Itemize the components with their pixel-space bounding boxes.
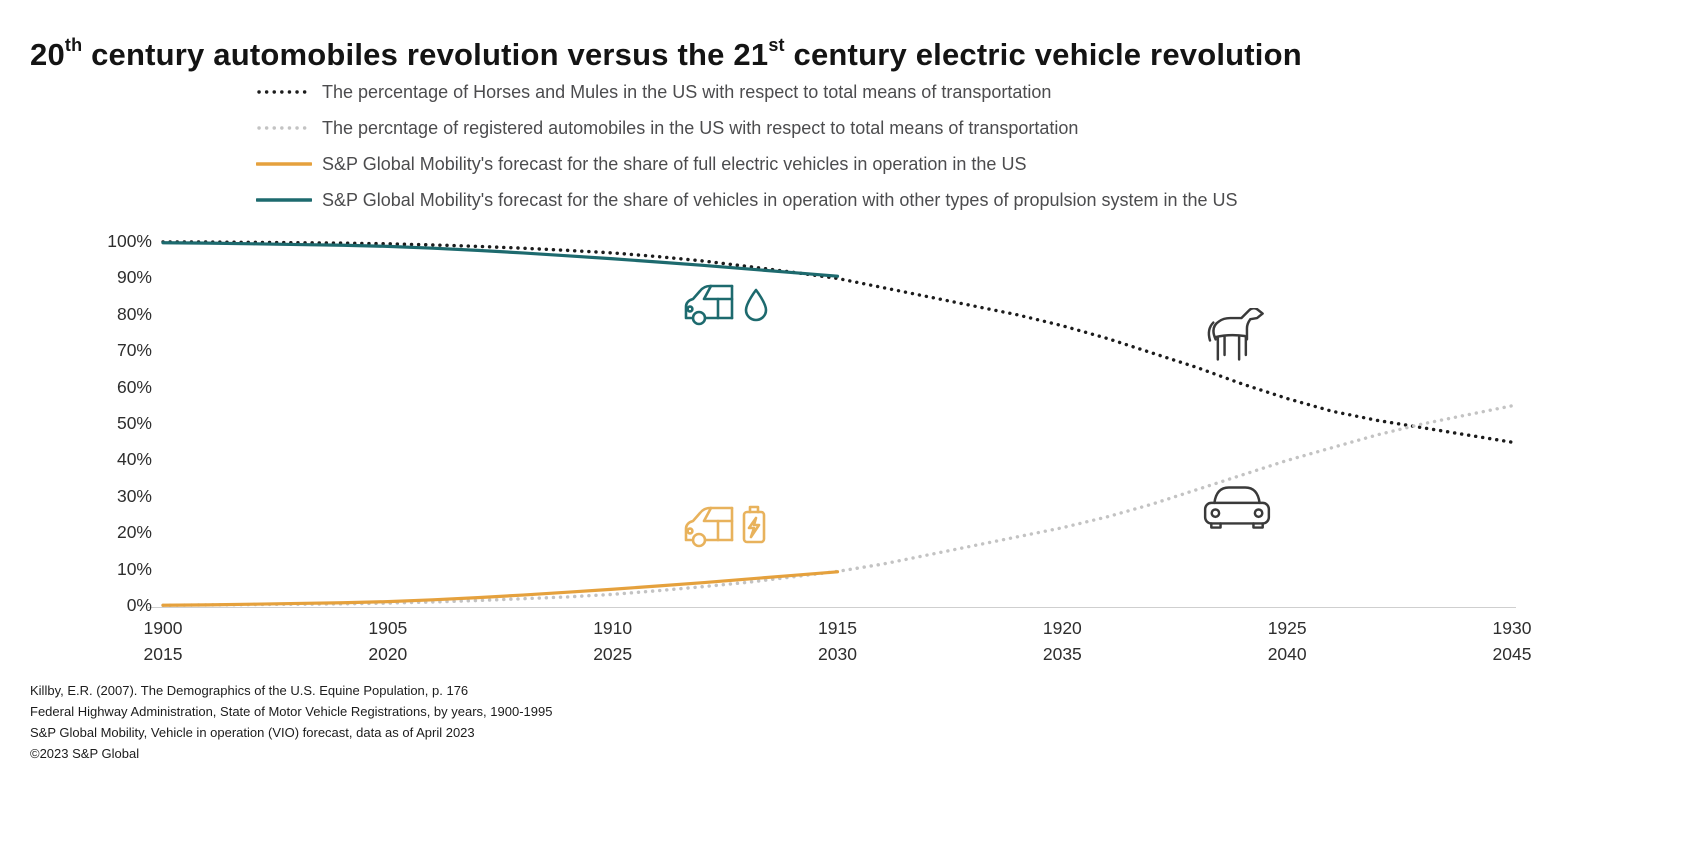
footnote: ©2023 S&P Global <box>30 746 140 761</box>
x-axis-year-label-top: 1925 <box>1267 618 1307 638</box>
solid-line-swatch-icon <box>256 162 312 166</box>
legend: The percentage of Horses and Mules in th… <box>256 74 1238 218</box>
x-axis-year-label-bottom: 2015 <box>143 644 183 664</box>
legend-label: S&P Global Mobility's forecast for the s… <box>322 153 1027 174</box>
x-axis-year-label-bottom: 2045 <box>1492 644 1532 664</box>
footnote: S&P Global Mobility, Vehicle in operatio… <box>30 725 475 740</box>
series-ev-forecast-share <box>161 570 840 607</box>
x-axis-year-label-bottom: 2025 <box>593 644 633 664</box>
y-axis-tick-label: 10% <box>116 558 152 579</box>
y-axis-tick-label: 20% <box>116 522 152 543</box>
x-axis-year-label-bottom: 2040 <box>1267 644 1307 664</box>
x-axis-year-label-top: 1915 <box>818 618 857 638</box>
y-axis: 0% 10% 20% 30% 40% 50% 60% 70% 80% 90% 100% <box>0 0 152 844</box>
fuel-car-icon <box>684 284 768 326</box>
footnote: Killby, E.R. (2007). The Demographics of… <box>30 683 469 698</box>
legend-item-automobiles: The percntage of registered automobiles … <box>256 110 1238 146</box>
x-axis-year-label-top: 1905 <box>368 618 408 638</box>
x-axis-year-label-bottom: 2020 <box>368 644 408 664</box>
y-axis-tick-label: 100% <box>107 231 152 251</box>
series-other-propulsion-forecast-share <box>161 241 840 278</box>
footnote: Federal Highway Administration, State of… <box>30 704 553 719</box>
x-axis-year-label-bottom: 2030 <box>818 644 857 664</box>
horse-icon <box>1207 308 1264 361</box>
page-title: 20th century automobiles revolution vers… <box>30 35 1302 73</box>
x-axis-year-label-bottom: 2035 <box>1042 644 1082 664</box>
source-footnotes: Killby, E.R. (2007). The Demographics of… <box>30 680 552 764</box>
y-axis-tick-label: 30% <box>116 485 152 506</box>
title-superscript: th <box>64 35 83 56</box>
dotted-line-swatch-icon <box>257 90 311 94</box>
legend-label: S&P Global Mobility's forecast for the s… <box>322 189 1238 210</box>
y-axis-tick-label: 40% <box>116 449 152 470</box>
legend-item-horses: The percentage of Horses and Mules in th… <box>256 74 1238 110</box>
y-axis-tick-label: 90% <box>116 267 152 288</box>
y-axis-tick-label: 0% <box>126 595 152 615</box>
legend-item-ev-forecast: S&P Global Mobility's forecast for the s… <box>256 146 1238 182</box>
title-part: century automobiles revolution versus th… <box>82 36 769 72</box>
x-axis-year-label-top: 1920 <box>1042 618 1082 638</box>
series-registered-automobiles-share <box>161 404 1514 607</box>
series-horses-and-mules-share <box>161 240 1514 444</box>
battery-ev-car-icon <box>684 505 766 548</box>
legend-label: The percntage of registered automobiles … <box>322 117 1079 138</box>
x-axis-year-label-top: 1900 <box>143 618 183 638</box>
solid-line-swatch-icon <box>256 198 312 202</box>
title-part: 20 <box>30 36 65 72</box>
y-axis-tick-label: 50% <box>116 413 152 433</box>
title-part: century electric vehicle revolution <box>784 36 1302 72</box>
legend-label: The percentage of Horses and Mules in th… <box>322 81 1052 102</box>
x-axis-year-label-top: 1910 <box>593 618 633 638</box>
x-axis-year-label-top: 1930 <box>1492 618 1532 638</box>
title-superscript: st <box>768 35 785 56</box>
y-axis-tick-label: 60% <box>116 376 152 397</box>
y-axis-tick-label: 70% <box>116 340 152 361</box>
car-icon <box>1203 486 1271 529</box>
legend-item-other-propulsion: S&P Global Mobility's forecast for the s… <box>256 182 1238 218</box>
dotted-line-swatch-icon <box>257 126 311 130</box>
y-axis-tick-label: 80% <box>116 303 152 324</box>
